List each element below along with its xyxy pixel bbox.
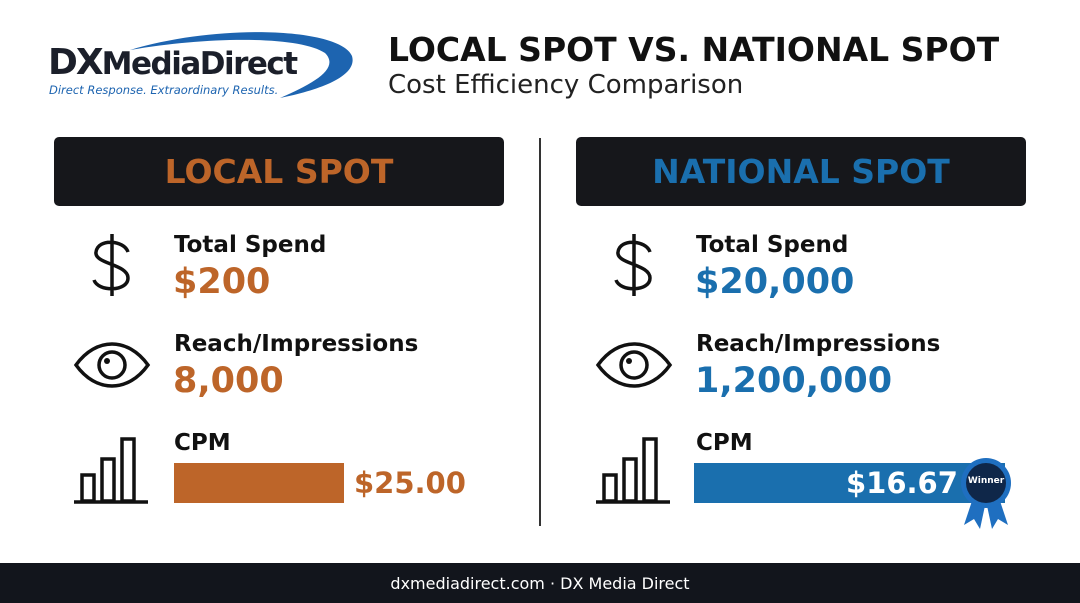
bar-icon: [74, 437, 148, 504]
bar-icon: [596, 437, 670, 504]
metric-label: Reach/Impressions: [696, 331, 941, 357]
logo-text: DXMediaDirect: [48, 42, 298, 83]
panel: NATIONAL SPOT Total Spend $20,000 Reach/…: [576, 137, 1026, 537]
divider: [539, 138, 541, 526]
footer: dxmediadirect.com · DX Media Direct: [0, 563, 1080, 603]
cpm-value: $25.00: [354, 466, 466, 500]
cpm-bar: [174, 463, 344, 503]
metric-value: 1,200,000: [695, 361, 893, 401]
cpm-value: $16.67: [846, 466, 958, 500]
dollar-icon: [92, 234, 130, 296]
cpm-bar: [694, 463, 1005, 503]
metric-label: CPM: [696, 430, 753, 456]
panel-heading: LOCAL SPOT: [54, 137, 504, 206]
metric-value: $200: [173, 262, 271, 302]
logo-prefix: DX: [48, 42, 104, 83]
subtitle: Cost Efficiency Comparison: [388, 70, 744, 100]
logo-tagline: Direct Response. Extraordinary Results.: [49, 83, 279, 97]
panel: LOCAL SPOT Total Spend $200 Reach/Impres…: [54, 137, 504, 537]
eye-icon: [73, 342, 151, 388]
badge-icon: [961, 458, 1011, 529]
metric-label: Reach/Impressions: [174, 331, 419, 357]
metric-label: Total Spend: [696, 232, 849, 258]
eye-icon: [595, 342, 673, 388]
metric-label: Total Spend: [174, 232, 327, 258]
logo-name: MediaDirect: [101, 46, 298, 82]
metric-label: CPM: [174, 430, 231, 456]
panel-heading: NATIONAL SPOT: [576, 137, 1026, 206]
badge-label: Winner: [967, 476, 1005, 486]
dollar-icon: [614, 234, 652, 296]
metric-value: 8,000: [173, 361, 284, 401]
title: LOCAL SPOT VS. NATIONAL SPOT: [388, 30, 1000, 69]
metric-value: $20,000: [695, 262, 855, 302]
